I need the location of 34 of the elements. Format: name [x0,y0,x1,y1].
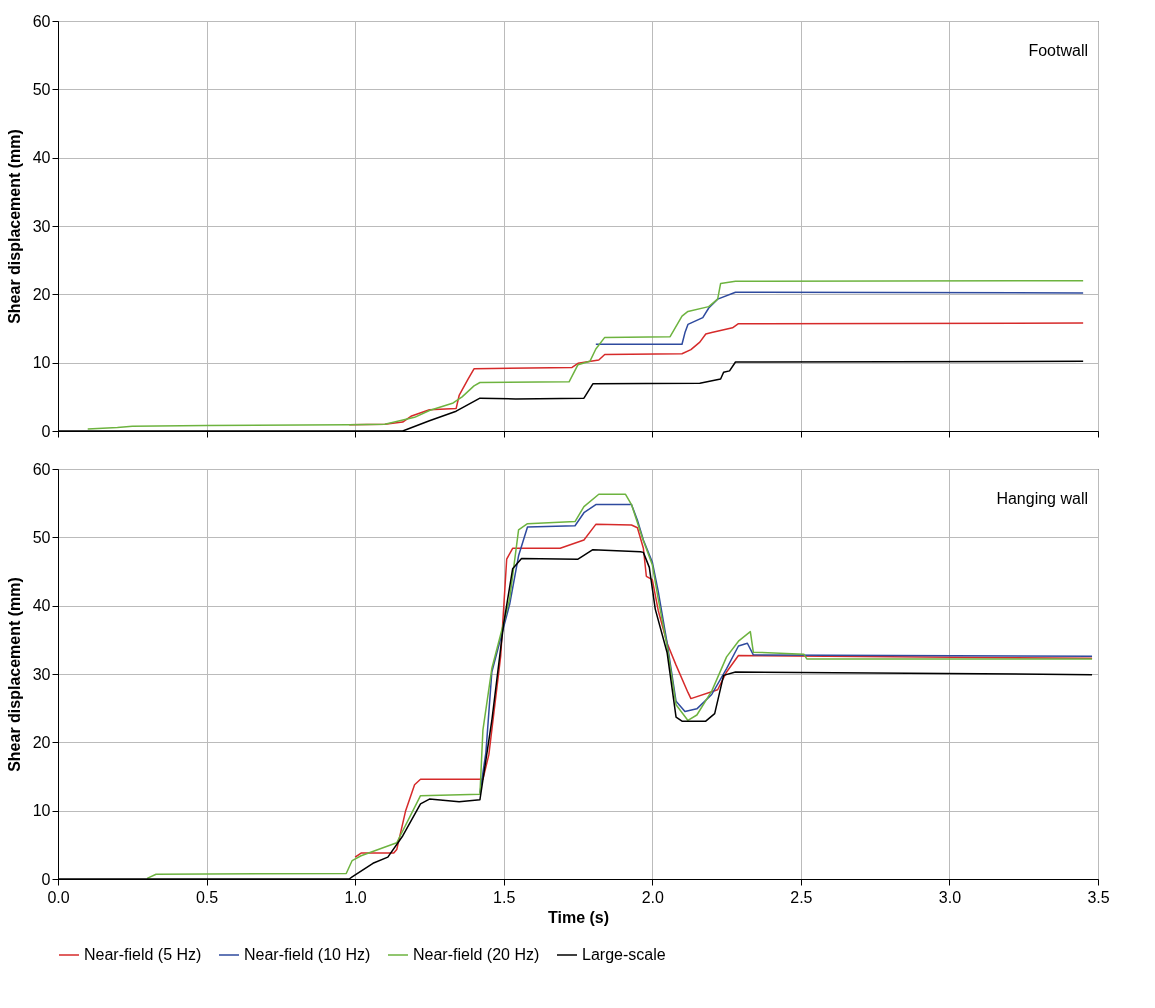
y-axis-title: Shear displacement (mm) [5,577,23,772]
y-tick-label: 50 [32,528,51,546]
y-tick-label: 30 [32,665,51,683]
y-tick-label: 20 [32,285,51,303]
annotation: Footwall [1028,42,1088,59]
legend-label: Near-field (20 Hz) [413,946,540,963]
annotation: Hanging wall [996,490,1088,507]
y-tick-label: 0 [41,422,51,440]
y-tick-label: 30 [32,217,51,235]
y-tick-label: 40 [32,597,51,615]
line-series [146,493,1093,880]
y-tick-label: 40 [32,149,51,167]
x-tick-label: 0.5 [195,888,219,906]
x-tick-label: 0.0 [47,888,70,906]
y-tick-label: 0 [41,870,51,888]
x-tick-label: 1.0 [344,888,367,906]
x-axis-title: Time (s) [547,908,610,926]
legend-label: Near-field (5 Hz) [84,946,202,963]
y-tick-label: 60 [32,12,51,30]
y-tick-label: 20 [32,733,51,751]
y-tick-label: 60 [32,460,51,478]
line-series [86,279,1084,430]
y-tick-label: 10 [32,802,51,820]
x-tick-label: 2.0 [641,888,664,906]
x-tick-label: 3.0 [938,888,962,906]
x-tick-label: 3.5 [1087,888,1110,906]
y-axis-title: Shear displacement (mm) [5,129,23,324]
x-tick-label: 2.5 [790,888,813,906]
legend-label: Large-scale [582,946,666,963]
y-tick-label: 50 [32,80,51,98]
y-tick-label: 10 [32,354,51,372]
x-tick-label: 1.5 [493,888,516,906]
legend-label: Near-field (10 Hz) [244,946,371,963]
line-series [595,291,1084,345]
